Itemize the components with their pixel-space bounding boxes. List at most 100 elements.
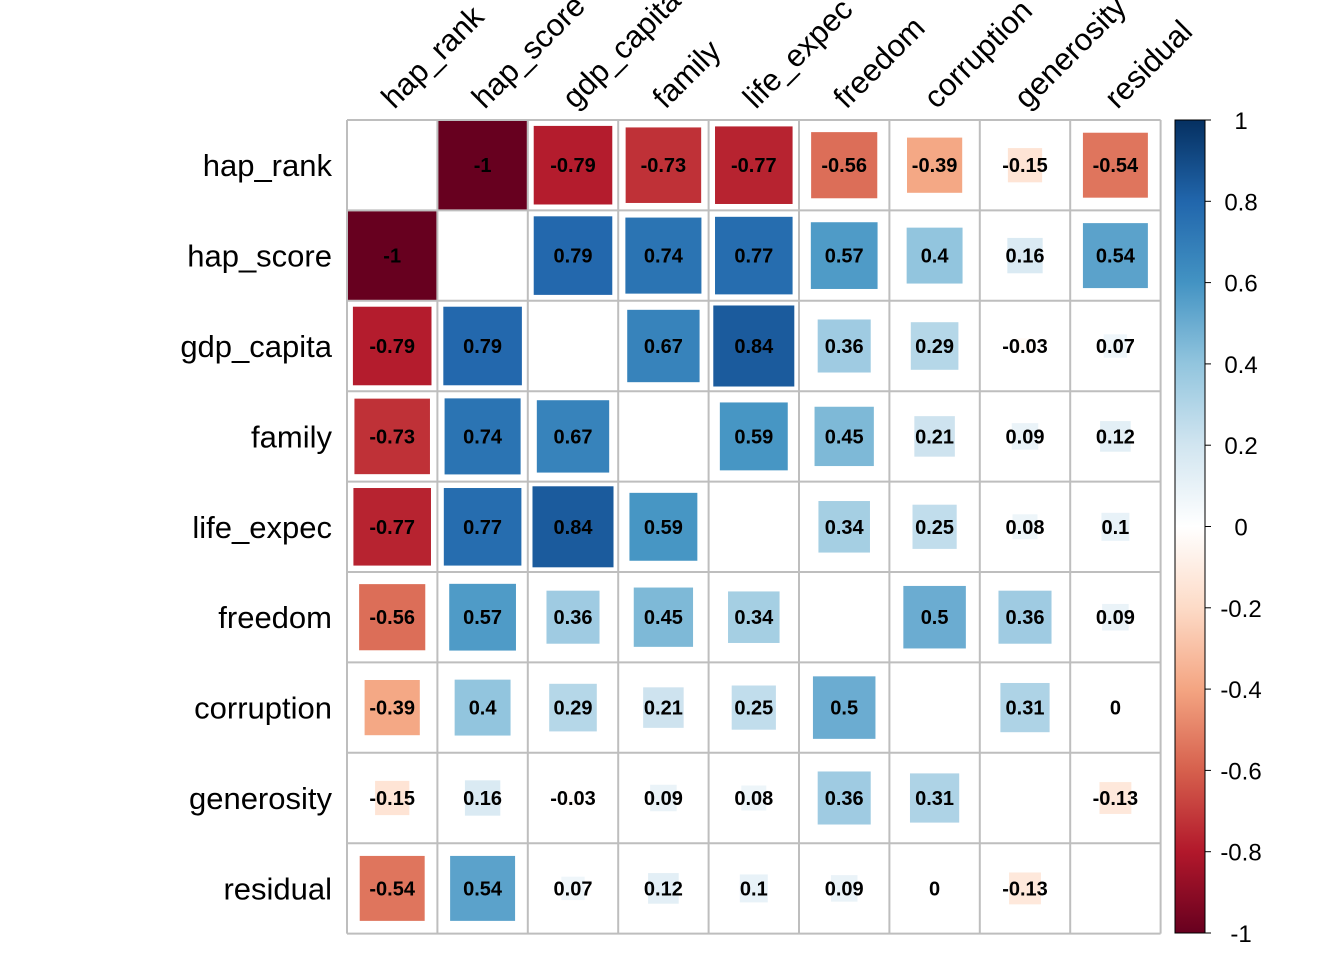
correlation-value: 0.79 <box>463 336 502 358</box>
correlation-value: 0.12 <box>1096 426 1135 448</box>
correlation-square <box>549 683 597 732</box>
correlation-value: 0.07 <box>1096 336 1135 358</box>
correlation-square <box>444 398 521 475</box>
row-label: family <box>251 419 332 454</box>
correlation-square <box>1007 237 1043 274</box>
legend-tick-label: 0.2 <box>1224 433 1257 460</box>
correlation-value: 0.1 <box>740 878 768 900</box>
correlation-square <box>633 587 694 647</box>
correlation-value: -0.73 <box>641 155 687 177</box>
correlation-value: 0.16 <box>463 788 502 810</box>
correlation-square <box>1017 338 1033 354</box>
correlation-square <box>449 583 516 651</box>
correlation-square <box>546 590 600 644</box>
correlation-value: 0.09 <box>644 788 683 810</box>
correlation-value: -0.79 <box>550 155 596 177</box>
correlation-value: -0.79 <box>369 336 415 358</box>
correlation-value: 0.21 <box>644 698 683 720</box>
correlation-value: 0.36 <box>825 788 864 810</box>
correlation-square <box>354 398 430 475</box>
correlation-value: -0.77 <box>731 155 777 177</box>
correlation-value: 0.4 <box>469 698 498 720</box>
correlation-value: 0.36 <box>1006 607 1045 629</box>
grid <box>346 119 1162 935</box>
row-label: life_expec <box>192 510 332 545</box>
correlation-square <box>533 125 613 205</box>
correlation-value: 0.67 <box>554 426 593 448</box>
correlation-value: 0.29 <box>915 336 954 358</box>
correlation-square <box>728 591 780 643</box>
correlation-square <box>643 687 684 728</box>
correlation-square <box>443 306 522 386</box>
correlation-square <box>912 504 957 549</box>
correlation-value: 0.34 <box>734 607 774 629</box>
row-label: hap_score <box>187 239 332 274</box>
correlation-square <box>359 855 425 921</box>
correlation-square <box>998 590 1052 644</box>
correlation-square <box>731 685 776 730</box>
legend-tick-label: -0.4 <box>1220 677 1261 704</box>
correlation-square <box>532 486 614 568</box>
correlation-square <box>627 309 700 383</box>
correlation-square <box>906 137 963 193</box>
correlation-value: 0.57 <box>825 246 864 268</box>
correlation-value: 0.08 <box>734 788 773 810</box>
correlation-square <box>1099 782 1132 814</box>
correlation-value: 0.77 <box>734 246 773 268</box>
legend-color-bar <box>1174 119 1206 934</box>
correlation-square <box>914 416 955 457</box>
correlation-value: 0.31 <box>1006 698 1045 720</box>
legend-tick-label: 0.8 <box>1224 189 1257 216</box>
correlation-value: 0.25 <box>734 698 773 720</box>
correlation-square <box>1103 334 1128 358</box>
legend-tick-label: -1 <box>1230 921 1251 948</box>
correlation-value: 0 <box>929 878 940 900</box>
correlation-value: 0.09 <box>825 878 864 900</box>
correlation-value: 0.5 <box>921 607 949 629</box>
correlation-value: -1 <box>474 155 492 177</box>
correlation-value: 0.08 <box>1006 517 1045 539</box>
correlation-value: -0.13 <box>1002 878 1048 900</box>
correlation-square <box>719 402 788 471</box>
correlation-value: -0.56 <box>821 155 867 177</box>
column-label: family <box>646 33 728 115</box>
correlation-square <box>818 501 870 553</box>
correlation-square <box>629 492 698 561</box>
row-label: hap_rank <box>203 148 333 183</box>
correlation-value: -0.39 <box>912 155 958 177</box>
correlation-square <box>810 222 878 289</box>
correlation-value: -1 <box>383 246 401 268</box>
correlation-value: -0.15 <box>1002 155 1048 177</box>
legend-tick-label: -0.8 <box>1220 840 1261 867</box>
correlation-square <box>830 875 858 902</box>
correlation-square <box>450 855 516 921</box>
correlation-square <box>1101 512 1130 541</box>
correlation-square <box>906 227 963 284</box>
correlation-value: -0.56 <box>369 607 415 629</box>
correlation-square <box>565 790 581 806</box>
correlation-square <box>811 132 878 199</box>
correlation-square <box>352 306 432 386</box>
correlation-square <box>561 876 585 901</box>
correlation-value: 0.74 <box>644 246 684 268</box>
legend-tick-label: 0.6 <box>1224 271 1257 298</box>
legend-tick-label: 1 <box>1234 108 1247 135</box>
correlation-value: 0.74 <box>463 426 503 448</box>
correlation-value: 0.77 <box>463 517 502 539</box>
correlation-square <box>1012 514 1038 540</box>
correlation-value: -0.54 <box>369 878 415 900</box>
correlation-value: 0.45 <box>825 426 864 448</box>
correlation-value: 0 <box>1110 698 1121 720</box>
correlation-square <box>353 488 431 566</box>
legend-tick-label: -0.6 <box>1220 758 1261 785</box>
correlation-square <box>909 773 960 823</box>
correlation-square <box>375 780 410 816</box>
correlation-square <box>443 488 522 566</box>
correlation-value: 0.4 <box>921 246 950 268</box>
correlation-square <box>1082 132 1148 198</box>
correlation-value: 0.29 <box>554 698 593 720</box>
correlation-square <box>739 874 768 903</box>
correlation-square <box>1082 223 1148 289</box>
correlation-value: 0.25 <box>915 517 954 539</box>
